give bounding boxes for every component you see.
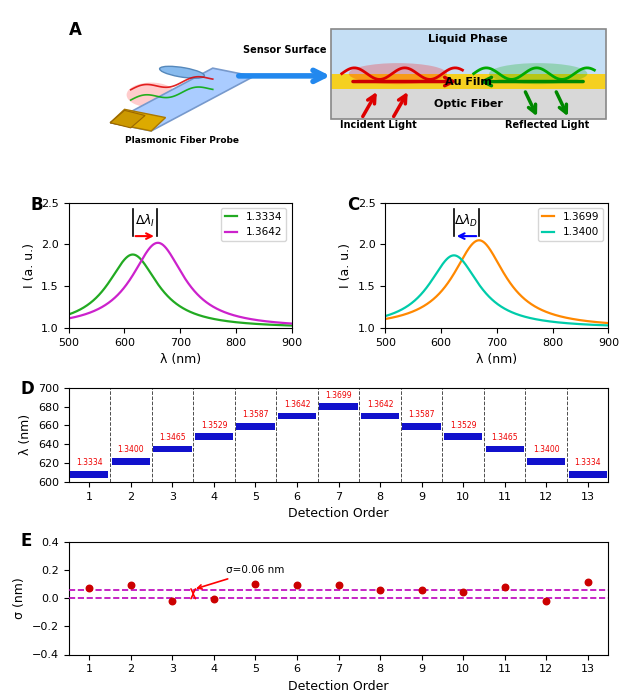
Text: Optic Fiber: Optic Fiber [434, 99, 502, 109]
Text: 1.3334: 1.3334 [574, 458, 601, 468]
Text: Liquid Phase: Liquid Phase [428, 34, 508, 44]
Y-axis label: λ (nm): λ (nm) [19, 414, 32, 456]
Bar [195, 433, 233, 440]
Bar [331, 74, 606, 90]
Text: D: D [20, 380, 34, 398]
Bar [71, 471, 109, 477]
Text: 1.3334: 1.3334 [76, 458, 103, 468]
Bar [568, 471, 607, 477]
Point [541, 595, 551, 606]
Text: 1.3699: 1.3699 [325, 391, 352, 400]
Point [84, 582, 94, 594]
X-axis label: Detection Order: Detection Order [288, 680, 389, 693]
Legend: 1.3334, 1.3642: 1.3334, 1.3642 [221, 208, 286, 241]
Bar [527, 458, 565, 465]
Point [209, 594, 219, 605]
Bar [112, 458, 150, 465]
Text: 1.3529: 1.3529 [450, 421, 476, 430]
Text: 1.3529: 1.3529 [201, 421, 227, 430]
Point [167, 595, 177, 606]
Y-axis label: I (a. u.): I (a. u.) [22, 243, 36, 288]
Text: 1.3465: 1.3465 [159, 433, 186, 442]
Bar [331, 90, 606, 119]
Bar [485, 446, 524, 452]
Text: C: C [348, 197, 359, 214]
Text: B: B [31, 197, 43, 214]
Text: 1.3642: 1.3642 [367, 400, 393, 409]
Bar [154, 446, 192, 452]
Bar [444, 433, 482, 440]
Text: Sensor Surface: Sensor Surface [243, 45, 326, 55]
Text: E: E [20, 533, 31, 550]
Point [458, 587, 468, 598]
Point [583, 577, 593, 588]
Point [500, 581, 510, 592]
Bar [402, 423, 441, 430]
Text: Au Film: Au Film [445, 76, 492, 87]
Polygon shape [110, 68, 254, 131]
Circle shape [127, 83, 176, 107]
Ellipse shape [160, 66, 205, 78]
Y-axis label: σ (nm): σ (nm) [13, 577, 26, 619]
Point [375, 584, 385, 595]
Bar [278, 413, 316, 419]
Point [250, 578, 260, 589]
Text: Plasmonic Fiber Probe: Plasmonic Fiber Probe [125, 136, 239, 145]
Ellipse shape [349, 63, 447, 84]
Text: 1.3587: 1.3587 [408, 410, 435, 419]
Point [292, 580, 302, 591]
Polygon shape [110, 109, 165, 131]
Text: 1.3587: 1.3587 [242, 410, 269, 419]
Point [126, 580, 136, 591]
X-axis label: λ (nm): λ (nm) [476, 354, 517, 367]
Ellipse shape [489, 63, 587, 84]
Point [334, 580, 344, 591]
Text: 1.3400: 1.3400 [533, 445, 560, 454]
Text: 1.3642: 1.3642 [284, 400, 310, 409]
Text: $\Delta\lambda_I$: $\Delta\lambda_I$ [135, 214, 155, 230]
Point [417, 584, 427, 595]
Text: A: A [69, 21, 82, 39]
Y-axis label: I (a. u.): I (a. u.) [339, 243, 353, 288]
Bar [361, 413, 399, 419]
Legend: 1.3699, 1.3400: 1.3699, 1.3400 [537, 208, 603, 241]
Text: Incident Light: Incident Light [340, 120, 417, 130]
Polygon shape [110, 111, 145, 128]
Text: Reflected Light: Reflected Light [505, 120, 589, 130]
X-axis label: Detection Order: Detection Order [288, 508, 389, 520]
Text: σ=0.06 nm: σ=0.06 nm [198, 566, 285, 589]
Bar [319, 403, 358, 410]
Text: 1.3465: 1.3465 [491, 433, 518, 442]
Bar [331, 29, 606, 74]
Text: 1.3400: 1.3400 [117, 445, 144, 454]
X-axis label: λ (nm): λ (nm) [160, 354, 201, 367]
Text: $\Delta\lambda_D$: $\Delta\lambda_D$ [454, 214, 479, 230]
Bar [236, 423, 275, 430]
